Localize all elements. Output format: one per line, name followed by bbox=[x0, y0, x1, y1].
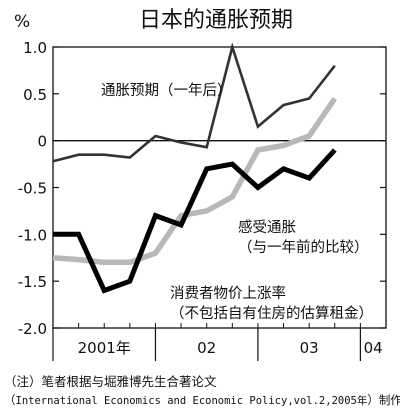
citation-open: （ bbox=[4, 393, 16, 407]
chart: 日本的通胀预期% 1.0 0.5 0 -0.5 -1.0 -1.5 -2.0 2001年 02 03… bbox=[14, 8, 387, 361]
x-period-label: 04 bbox=[364, 339, 383, 357]
y-tick-label: 0 bbox=[37, 133, 47, 151]
y-tick-label: -2.0 bbox=[18, 320, 47, 338]
series-label: 通胀预期（一年后） bbox=[101, 82, 232, 99]
x-period-label: 02 bbox=[197, 339, 216, 357]
y-axis-unit: % bbox=[14, 12, 30, 32]
y-tick-label: -0.5 bbox=[18, 180, 47, 198]
x-period-label: 03 bbox=[300, 339, 319, 357]
source-citation: （International Economics and Economic Po… bbox=[4, 392, 400, 408]
y-tick-label: -1.5 bbox=[18, 273, 47, 291]
source-note: （注）笔者根据与堀雅博先生合著论文 bbox=[4, 374, 217, 389]
series-line-3 bbox=[53, 148, 337, 294]
chart-title: 日本的通胀预期 bbox=[139, 8, 293, 33]
citation-close: ）制作 bbox=[367, 393, 400, 407]
x-period-label: 2001年 bbox=[78, 339, 131, 357]
y-tick-label: 1.0 bbox=[23, 39, 47, 57]
series-line-2 bbox=[52, 96, 338, 266]
series-label: （与一年前的比较） bbox=[238, 238, 369, 256]
series-label: 消费者物价上涨率 bbox=[170, 285, 286, 302]
series-label: （不包括自有住房的估算租金） bbox=[170, 305, 373, 322]
y-tick-label: 0.5 bbox=[23, 86, 47, 104]
series-line-1 bbox=[52, 42, 336, 163]
series-label: 感受通胀 bbox=[238, 219, 296, 236]
citation-journal: International Economics and Economic Pol… bbox=[15, 395, 368, 407]
y-tick-label: -1.0 bbox=[18, 226, 47, 244]
